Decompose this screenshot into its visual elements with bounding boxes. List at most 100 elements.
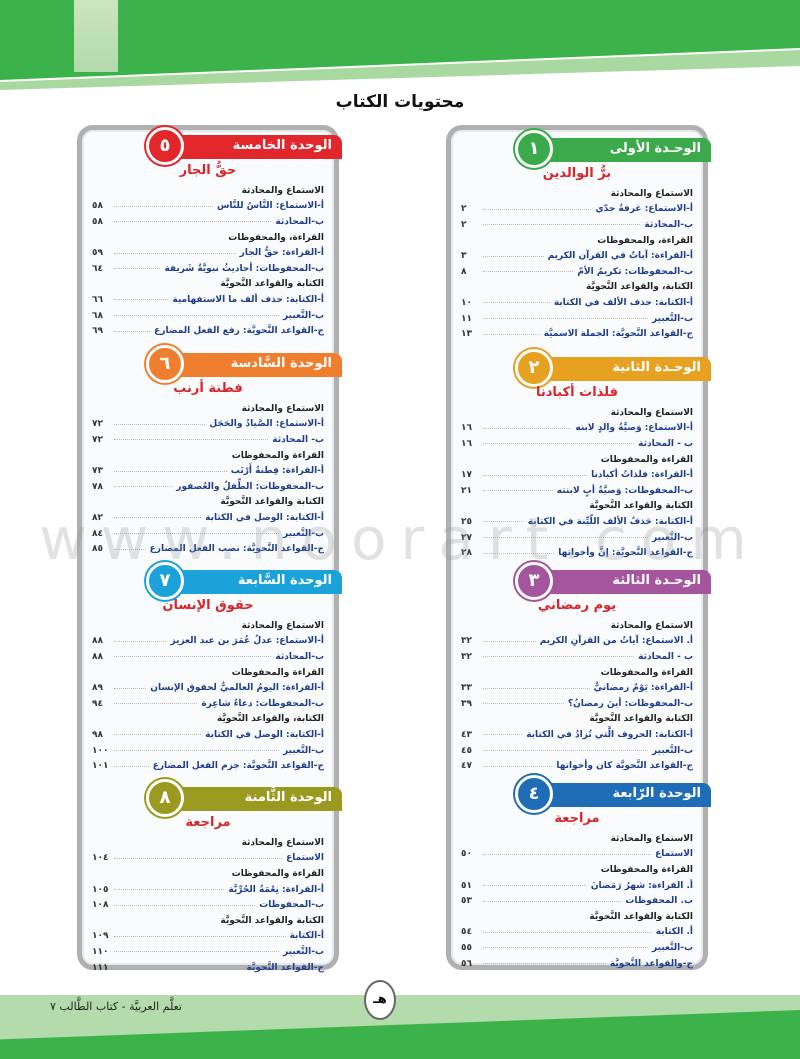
dot-leader (114, 857, 283, 859)
toc-entry[interactable]: ب-المحفوظات: الطِّفلُ والعُصفور ٧٨ (92, 479, 324, 495)
toc-entry[interactable]: ب-التَّعبير ٨٤ (92, 526, 324, 542)
entry-title: أ-الكتابة: حذف ألف ما الاستفهامية (172, 294, 324, 305)
toc-entry[interactable]: ج-القواعد النَّحويَّة كان وأخواتها ٤٧ (461, 758, 693, 774)
toc-entry[interactable]: ب-المحفوظات ١٠٨ (92, 897, 324, 913)
toc-entry[interactable]: الاستماع ١٠٤ (92, 851, 324, 867)
toc-entry[interactable]: أ-القراءة: نِعْمَةُ الحُرِّيَّة ١٠٥ (92, 882, 324, 898)
toc-section-heading: القراءة والمحفوظات (461, 862, 693, 878)
toc-entry[interactable]: ب-المحفوظات: وَصيَّةُ أبٍ لابنته ٢١ (461, 483, 693, 499)
toc-entry[interactable]: ج-القواعد النَّحويَّة: إنَّ وأخواتها ٢٨ (461, 545, 693, 561)
toc-entry[interactable]: أ-الاستماع: الصَّيادُ والحَجَل ٧٢ (92, 417, 324, 433)
unit-number-badge: ١ (515, 130, 553, 168)
toc-entry[interactable]: ج-القواعد النَّحويَّة: نصب الفعل المضارع… (92, 541, 324, 557)
toc-entry[interactable]: أ-القراءة: اليومُ العالميُّ لحقوق الإنسا… (92, 680, 324, 696)
toc-entry[interactable]: أ-الكتابة ١٠٩ (92, 929, 324, 945)
contents-panel-right: الوحـدة الأولى ١ برُّ الوالدين الاستماع وال… (446, 125, 711, 972)
toc-entry[interactable]: ب-المحفوظات: أحاديثُ نبويَّةٌ شَريفة ٦٤ (92, 261, 324, 277)
toc-entry[interactable]: أ-الكتابة: الوصل في الكتابة ٨٢ (92, 510, 324, 526)
toc-entry[interactable]: ب-المحفوظات: تكريمُ الأمّ ٨ (461, 264, 693, 280)
entry-title: ب-التَّعبير (283, 528, 324, 539)
toc-entry[interactable]: أ-القراءة: يَوْمٌ رمضانيٌّ ٣٣ (461, 680, 693, 696)
toc-entry[interactable]: ب. المحفوظات ٥٣ (461, 893, 693, 909)
entry-title: ج-القواعد النَّحويَّة كان وأخواتها (556, 761, 693, 772)
toc-entry[interactable]: ب-التَّعبير ١٠٠ (92, 743, 324, 759)
entry-title: ب-التَّعبير (652, 313, 693, 324)
dot-leader (483, 687, 590, 689)
toc-entry[interactable]: أ. الكتابة ٥٤ (461, 925, 693, 941)
toc-entry[interactable]: أ-الكتابة: حَذفُ الألف اللّيِّنة في الكت… (461, 514, 693, 530)
entry-title: أ-الاستماع: وَصيَّةُ والدٍ لابنه (575, 423, 693, 434)
toc-entry[interactable]: أ-الاستماع: النَّاسُ للنَّاس ٥٨ (92, 199, 324, 215)
dot-leader (114, 967, 243, 969)
toc-entry[interactable]: أ-القراءة: فِطنةُ أَرْنَب ٧٣ (92, 463, 324, 479)
toc-section-heading: القراءة، والمحفوظات (92, 230, 324, 246)
entry-page: ١٠٠ (92, 745, 109, 756)
toc-entry[interactable]: ج-والقواعد النَّحويَّة ٥٦ (461, 956, 693, 972)
entry-page: ٧٢ (92, 419, 103, 430)
entry-title: أ-الاستماع: الصَّيادُ والحَجَل (209, 419, 324, 430)
toc-entry[interactable]: أ-القراءة: آياتٌ في القرآن الكريم ٣ (461, 248, 693, 264)
entry-page: ٤٥ (461, 745, 472, 756)
toc-entry[interactable]: ب-التَّعبير ١١٠ (92, 944, 324, 960)
toc-entry[interactable]: ب-المحادثة ٨٨ (92, 649, 324, 665)
toc-entry[interactable]: أ-الاستماع: وَصيَّةُ والدٍ لابنه ١٦ (461, 421, 693, 437)
toc-entry[interactable]: أ. الاستماع: آياتٌ من القرآنِ الكريم ٣٢ (461, 634, 693, 650)
toc-entry[interactable]: ب-المحفوظات: دعاءُ شاعِرة ٩٤ (92, 696, 324, 712)
unit-title: برُّ الوالدين (542, 166, 612, 181)
toc-entry[interactable]: ج-القواعد النَّحويَّة: جزم الفعل المضارع… (92, 758, 324, 774)
toc-entry[interactable]: أ-الكتابة: الوصل في الكتابة ٩٨ (92, 727, 324, 743)
dot-leader (483, 224, 641, 226)
toc-entry[interactable]: أ-الاستماع: غرفةُ جدّي ٢ (461, 202, 693, 218)
toc-section-heading: الكتابة، والقواعد النَّحويَّة (461, 280, 693, 296)
toc-entry[interactable]: ب-التَّعبير ٢٧ (461, 530, 693, 546)
toc-entry[interactable]: ب-التَّعبير ٥٥ (461, 940, 693, 956)
dot-leader (483, 443, 635, 445)
toc-entry[interactable]: أ-الكتابة: الحروف الَّتي تُزادُ في الكتا… (461, 727, 693, 743)
entry-page: ٣٢ (461, 636, 472, 647)
toc-section-heading: الاستماع والمحادثة (92, 835, 324, 851)
toc-entry[interactable]: ب-المحادثة ٢ (461, 217, 693, 233)
toc-entry[interactable]: ب-التَّعبير ١١ (461, 311, 693, 327)
entry-title: أ-الاستماع: غرفةُ جدّي (595, 204, 693, 215)
unit-number-badge: ٤ (515, 775, 553, 813)
dot-leader (483, 552, 555, 554)
entry-title: ب-المحفوظات (259, 900, 324, 911)
toc-entry[interactable]: ب - المحادثة ٣٢ (461, 649, 693, 665)
dot-leader (483, 947, 649, 949)
toc-entry[interactable]: ج-القواعد النَّحويَّة: الجملة الاسميَّة ١… (461, 326, 693, 342)
entry-page: ٥٥ (461, 942, 472, 953)
entry-title: ب-المحفوظات: تكريمُ الأمّ (577, 266, 693, 277)
unit-number-badge: ٥ (146, 127, 184, 165)
entry-title: ب-التَّعبير (652, 942, 693, 953)
entry-title: ب. المحفوظات (625, 896, 693, 907)
entry-title: ج-القواعد النَّحويَّة: الجملة الاسميَّة (543, 329, 693, 340)
toc-entry[interactable]: الاستماع ٥٠ (461, 847, 693, 863)
unit-number-badge: ٣ (515, 562, 553, 600)
toc-entry[interactable]: ب-المحفوظات: أينَ رمضانُ؟ ٣٩ (461, 696, 693, 712)
entry-page: ١١٠ (92, 946, 109, 957)
dot-leader (114, 765, 149, 767)
toc-entry[interactable]: ب-التَّعبير ٤٥ (461, 743, 693, 759)
toc-section-heading: الاستماع والمحادثة (92, 618, 324, 634)
toc-entry[interactable]: أ. القراءة: شهرُ رَمَضانَ ٥١ (461, 878, 693, 894)
section-title: الكتابة والقواعد النَّحويَّة (589, 501, 693, 512)
toc-entry[interactable]: أ-القراءة: فلذاتُ أكبادنا ١٧ (461, 467, 693, 483)
dot-leader (114, 533, 280, 535)
toc-entry[interactable]: ب- المحادثة ٧٢ (92, 432, 324, 448)
toc-entry[interactable]: ب - المحادثة ١٦ (461, 436, 693, 452)
dot-leader (114, 221, 272, 223)
toc-entry[interactable]: أ-الكتابة: حذف ألف ما الاستفهامية ٦٦ (92, 292, 324, 308)
toc-section-heading: الكتابة والقواعد النَّحويَّة (461, 909, 693, 925)
entry-title: أ-الكتابة (289, 931, 324, 942)
toc-entry[interactable]: أ-الاستماع: عدلُ عُمَرَ بن عبد العزيز ٨٨ (92, 634, 324, 650)
toc-entry[interactable]: ج-القواعد النَّحويَّة ١١١ (92, 960, 324, 976)
dot-leader (483, 318, 649, 320)
entry-title: ب-المحفوظات: أحاديثُ نبويَّةٌ شَريفة (164, 263, 324, 274)
toc-entry[interactable]: أ-الكتابة: حذف الألف في الكتابة ١٠ (461, 295, 693, 311)
toc-entry[interactable]: ب-التَّعبير ٦٨ (92, 308, 324, 324)
toc-entry[interactable]: أ-القراءة: حقُّ الجار ٥٩ (92, 245, 324, 261)
entry-page: ٦٨ (92, 310, 103, 321)
toc-entry[interactable]: ب-المحادثة ٥٨ (92, 214, 324, 230)
entry-page: ٨٢ (92, 512, 103, 523)
toc-entry[interactable]: ج-القواعد النَّحويَّة: رفع الفعل المضارع… (92, 323, 324, 339)
